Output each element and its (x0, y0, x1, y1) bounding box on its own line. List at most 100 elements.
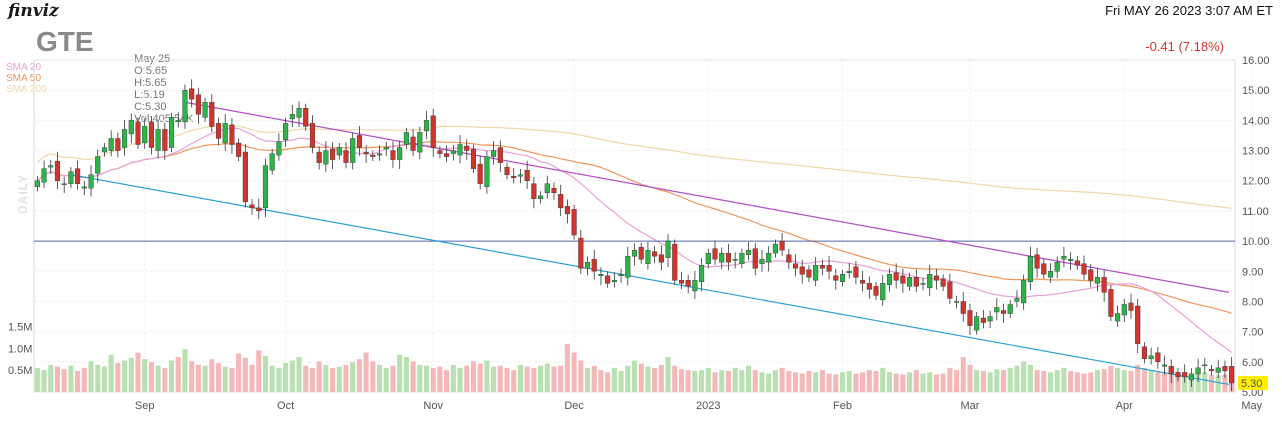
candle-body (249, 204, 255, 209)
candle-body (1208, 369, 1215, 372)
volume-bar (517, 364, 523, 392)
x-tick-label: Nov (423, 400, 443, 412)
volume-bar (719, 370, 725, 392)
volume-bar (531, 367, 537, 392)
volume-bar (638, 363, 644, 392)
candle-body (1188, 373, 1194, 381)
candle-body (162, 129, 168, 151)
volume-bar (913, 370, 919, 392)
candle-body (994, 307, 1000, 313)
volume-bar (1182, 375, 1188, 392)
candle-body (1068, 259, 1074, 261)
volume-bar (578, 360, 584, 392)
volume-bar (162, 367, 168, 392)
candle-body (584, 262, 591, 269)
volume-bar (48, 364, 54, 392)
candle-body (215, 123, 222, 139)
volume-bar (1208, 374, 1215, 392)
legend-sma50: SMA 50 (6, 73, 42, 84)
candle-body (1061, 255, 1067, 260)
volume-bar (390, 365, 396, 392)
volume-bar (189, 361, 195, 392)
volume-bar (631, 360, 638, 392)
volume-bar (450, 364, 456, 392)
y-tick-label: 15.00 (1242, 85, 1270, 97)
candle-body (605, 275, 611, 284)
volume-bar (215, 363, 222, 392)
volume-bar (699, 370, 705, 392)
volume-bar (880, 367, 886, 392)
volume-bar (1115, 367, 1121, 392)
candle-body (1115, 313, 1121, 322)
candle-body (376, 153, 383, 156)
volume-bar (558, 365, 564, 392)
y-tick-label: 11.00 (1242, 206, 1269, 218)
volume-bar (611, 367, 617, 392)
candle-body (1141, 346, 1147, 359)
volume-bar (652, 367, 658, 392)
volume-bar (296, 357, 302, 392)
candle-body (1195, 367, 1201, 375)
volume-bar (980, 371, 986, 392)
candle-body (1041, 263, 1047, 275)
candle-body (1108, 289, 1114, 317)
y-tick-label: 5.00 (1242, 387, 1263, 399)
candle-body (276, 141, 282, 156)
volume-bar (725, 371, 731, 392)
legend-sma200: SMA 200 (6, 84, 47, 95)
volume-bar (538, 365, 544, 392)
candle-body (189, 88, 195, 100)
candle-body (564, 206, 570, 215)
volume-bar (122, 360, 128, 392)
volume-bar (1041, 371, 1047, 392)
candle-body (390, 150, 396, 160)
volume-bar (135, 352, 141, 392)
candle-body (403, 132, 409, 145)
candle-body (799, 266, 805, 275)
candle-body (531, 183, 537, 200)
candle-body (1175, 372, 1181, 378)
candle-body (1128, 302, 1134, 311)
candle-body (1229, 366, 1235, 384)
volume-bar (256, 350, 262, 392)
volume-bar (430, 367, 436, 392)
candle-body (980, 317, 986, 323)
volume-bar (249, 364, 255, 392)
volume-bar (1162, 373, 1168, 392)
candle-body (182, 89, 188, 123)
volume-bar (766, 373, 772, 392)
candle-body (330, 148, 336, 160)
finviz-logo[interactable]: finviz (8, 1, 59, 21)
candle-body (34, 180, 40, 187)
candle-body (893, 272, 899, 281)
volume-bar (1195, 373, 1201, 392)
volume-bar (960, 357, 966, 392)
volume-bar (1168, 374, 1174, 392)
volume-bar (665, 357, 671, 392)
high-value: H:5.65 (134, 77, 167, 89)
candle-body (423, 120, 430, 132)
volume-bar (658, 364, 664, 392)
volume-bar (1061, 367, 1067, 392)
candle-body (1162, 364, 1168, 367)
bar-date: May 25 (134, 53, 171, 65)
candle-body (792, 263, 799, 269)
candle-body (1034, 254, 1040, 269)
volume-bar (262, 356, 269, 392)
candle-body (202, 102, 208, 118)
candle-body (558, 194, 564, 209)
candle-body (363, 151, 369, 154)
candle-body (873, 286, 879, 296)
candle-body (631, 249, 638, 257)
candle-body (699, 265, 705, 283)
volume-bar (1101, 369, 1107, 392)
candle-body (886, 274, 893, 286)
candle-body (652, 251, 658, 257)
x-tick-label: Mar (960, 400, 979, 412)
volume-bar (1155, 372, 1161, 392)
candle-body (1094, 277, 1101, 284)
volume-bar (497, 365, 503, 392)
volume-bar (605, 372, 611, 392)
volume-bar (491, 366, 497, 392)
